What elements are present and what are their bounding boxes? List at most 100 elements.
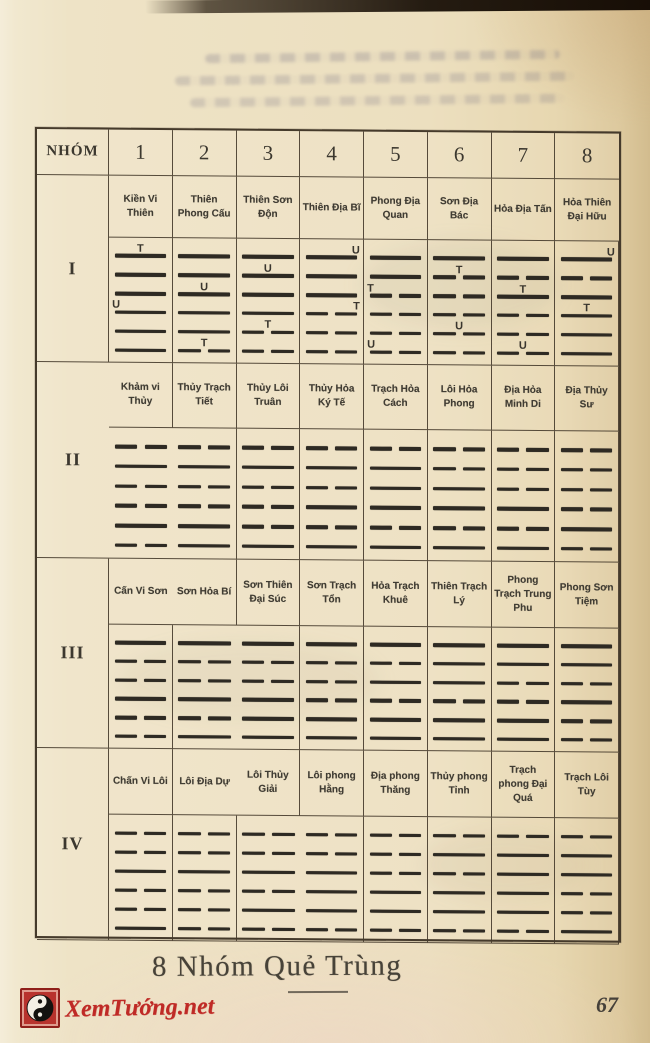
hexagram-line bbox=[492, 535, 555, 552]
hexagram-name: Sơn Thiên Đại Súc bbox=[236, 559, 301, 627]
hexagram-line bbox=[300, 338, 363, 355]
hexagram-line bbox=[555, 284, 618, 301]
hexagram-line bbox=[109, 648, 172, 665]
hexagram-line bbox=[492, 495, 555, 512]
hexagram-line bbox=[300, 533, 363, 550]
group-number-8: 8 bbox=[555, 133, 619, 180]
hexagram-line bbox=[555, 708, 618, 725]
hexagram-diagram bbox=[364, 816, 428, 944]
hexagram-line bbox=[300, 897, 363, 914]
hexagram-line bbox=[555, 265, 618, 282]
hexagram-line bbox=[492, 707, 555, 724]
hexagram-name: Phong Sơn Tiệm bbox=[555, 562, 619, 629]
hexagram-line: T bbox=[237, 319, 300, 336]
hexagram-name: Lôi Địa Dự bbox=[172, 749, 237, 816]
hexagram-line: U bbox=[428, 320, 491, 337]
hexagram-line bbox=[173, 434, 236, 451]
hexagram-line bbox=[237, 338, 300, 355]
the-ung-mark: U bbox=[606, 246, 615, 259]
hexagram-line bbox=[109, 629, 172, 646]
hexagram-line bbox=[428, 688, 491, 705]
hexagram-line bbox=[109, 820, 172, 837]
hexagram-line bbox=[428, 860, 491, 877]
hexagram-diagram bbox=[491, 817, 556, 945]
hexagram-line bbox=[173, 839, 236, 856]
hexagram-line bbox=[173, 453, 236, 470]
hexagram-line bbox=[300, 435, 363, 452]
hexagram-name: Trạch Hỏa Cách bbox=[364, 364, 428, 431]
hexagram-diagram bbox=[555, 431, 619, 563]
hexagram-diagram bbox=[172, 625, 237, 750]
hexagram-line: U bbox=[555, 246, 618, 263]
hexagram-line bbox=[173, 705, 237, 723]
hexagram-line bbox=[492, 321, 555, 338]
hexagram-line bbox=[428, 495, 491, 512]
hexagram-line bbox=[364, 650, 427, 667]
hexagram-line bbox=[364, 514, 427, 531]
hexagram-line bbox=[300, 263, 363, 280]
hexagram-line bbox=[492, 264, 555, 281]
hexagram-line bbox=[237, 668, 300, 685]
hexagram-diagram bbox=[109, 814, 173, 942]
hexagram-line bbox=[555, 726, 618, 743]
hexagram-line bbox=[428, 650, 491, 667]
hexagram-line bbox=[237, 649, 300, 666]
hexagram-name: Hỏa Địa Tấn bbox=[491, 178, 556, 242]
hexagram-line bbox=[173, 648, 237, 666]
table-caption: 8 Nhóm Quẻ Trùng bbox=[151, 949, 403, 983]
hexagram-line bbox=[300, 454, 363, 471]
hexagram-line bbox=[237, 454, 300, 471]
hexagram-line bbox=[109, 318, 172, 335]
hexagram-line bbox=[300, 319, 363, 336]
hexagram-line bbox=[173, 723, 237, 741]
hexagram-line bbox=[173, 513, 236, 530]
hexagram-diagram bbox=[300, 816, 364, 943]
hexagram-line bbox=[300, 514, 363, 531]
watermark-text: XemTướng.net bbox=[64, 992, 215, 1023]
hexagram-line bbox=[555, 842, 618, 859]
the-ung-mark: T bbox=[137, 242, 144, 255]
hexagram-line: T bbox=[364, 282, 427, 299]
hexagram-line bbox=[237, 630, 300, 647]
hexagram-name: Lôi Hỏa Phong bbox=[427, 365, 492, 431]
hexagram-diagram bbox=[236, 625, 301, 751]
hexagram-name: Thủy Lôi Truân bbox=[236, 363, 301, 430]
hexagram-line bbox=[428, 301, 491, 318]
hexagram-line bbox=[364, 475, 427, 492]
hexagram-line bbox=[364, 917, 427, 934]
hexagram-line: T bbox=[428, 264, 491, 281]
hexagram-line bbox=[300, 878, 363, 895]
hexagram-line bbox=[492, 245, 555, 262]
hexagram-line bbox=[555, 670, 618, 687]
hexagram-name: Lôi phong Hằng bbox=[300, 750, 364, 817]
group-label-IV: IV bbox=[37, 748, 109, 941]
hexagram-name: Hỏa Thiên Đại Hữu bbox=[555, 179, 619, 242]
hexagram-name: Chấn Vi Lôi bbox=[109, 748, 173, 816]
hexagram-name: Thiên Phong Cấu bbox=[172, 176, 237, 239]
hexagram-line bbox=[428, 841, 491, 858]
hexagram-line bbox=[109, 723, 172, 740]
hexagram-name: Trạch phong Đại Quá bbox=[491, 751, 556, 819]
hexagram-line bbox=[428, 339, 491, 356]
hexagram-diagram bbox=[427, 430, 492, 562]
group-number-4: 4 bbox=[300, 131, 364, 178]
hexagram-diagram bbox=[555, 628, 619, 753]
hexagram-line bbox=[492, 880, 555, 897]
hexagram-line bbox=[300, 494, 363, 511]
caption-underline bbox=[287, 990, 349, 994]
hexagram-line: U bbox=[364, 339, 427, 356]
hexagram-name: Thiên Trạch Lý bbox=[427, 561, 492, 628]
hexagram-diagram bbox=[172, 428, 237, 560]
hexagram-line bbox=[492, 861, 555, 878]
hexagram-line bbox=[300, 840, 363, 857]
hexagram-line bbox=[237, 434, 300, 451]
hexagram-line bbox=[237, 300, 300, 317]
hexagram-line bbox=[364, 263, 427, 280]
hexagram-line bbox=[364, 841, 427, 858]
hexagram-line bbox=[109, 532, 173, 550]
the-ung-mark: U bbox=[200, 280, 209, 293]
